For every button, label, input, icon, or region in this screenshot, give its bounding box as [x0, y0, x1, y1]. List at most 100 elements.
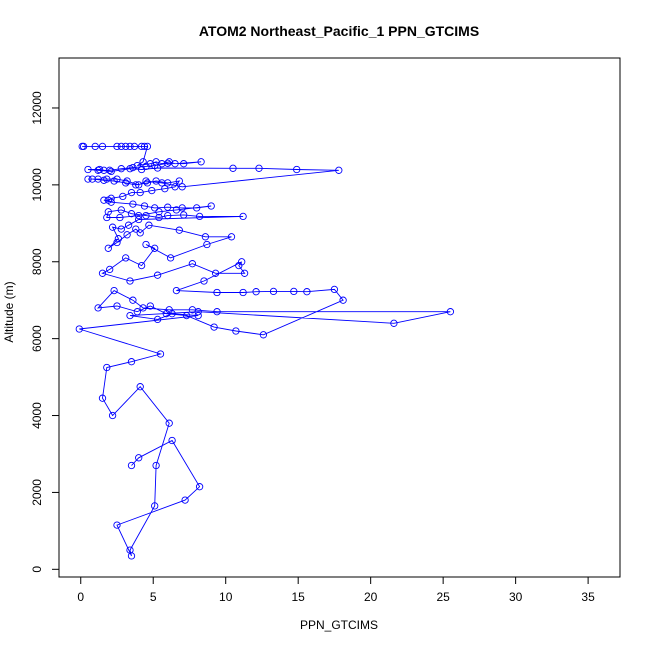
data-point — [339, 296, 347, 304]
data-point — [135, 181, 143, 189]
data-point — [175, 226, 183, 234]
data-point — [100, 176, 108, 184]
data-point — [133, 308, 141, 316]
data-point — [136, 188, 144, 197]
data-point — [122, 179, 130, 187]
data-point — [153, 271, 162, 279]
data-point — [106, 166, 114, 174]
data-point — [135, 454, 143, 462]
data-point — [113, 238, 121, 247]
data-point — [227, 233, 236, 241]
data-point — [129, 296, 137, 304]
data-point — [133, 161, 141, 170]
y-tick-label: 12000 — [30, 91, 44, 125]
x-tick-label: 5 — [150, 590, 157, 604]
data-point — [156, 350, 165, 358]
data-point — [94, 304, 102, 312]
data-point — [95, 165, 104, 174]
data-point — [152, 461, 160, 470]
data-point — [113, 142, 121, 151]
data-point — [122, 142, 130, 151]
data-point — [239, 212, 247, 221]
data-point — [122, 254, 130, 262]
data-point — [106, 265, 114, 274]
axes-layer: 0 5 10 15 20 25 30 35 0 2000 4000 6000 8000 10000 1200… — [30, 57, 621, 604]
x-tick-label: 25 — [436, 590, 450, 604]
data-point — [203, 240, 211, 249]
data-point — [155, 208, 163, 216]
data-point — [165, 419, 173, 427]
data-point — [117, 165, 125, 173]
data-point — [117, 206, 125, 214]
data-point — [178, 183, 186, 191]
x-axis-label: PPN_GTCIMS — [300, 618, 378, 632]
data-point — [210, 323, 218, 331]
data-point — [140, 202, 149, 210]
y-tick-label: 4000 — [30, 402, 44, 429]
plot-layer — [75, 142, 455, 560]
data-point — [194, 308, 202, 316]
data-point — [143, 142, 152, 151]
data-point — [117, 225, 125, 233]
data-point — [100, 196, 108, 204]
data-point — [213, 308, 221, 316]
y-tick-label: 10000 — [30, 168, 44, 202]
data-point — [137, 142, 146, 151]
data-point — [172, 286, 181, 295]
data-point — [124, 221, 133, 229]
data-point — [335, 166, 343, 174]
data-point — [127, 358, 136, 366]
data-point — [168, 310, 176, 318]
data-point — [88, 175, 96, 183]
data-point — [194, 311, 202, 320]
data-point — [132, 225, 140, 233]
data-point — [303, 288, 311, 296]
data-point — [269, 287, 278, 296]
data-point — [207, 202, 215, 210]
y-tick-label: 6000 — [30, 325, 44, 352]
data-point — [164, 179, 172, 187]
data-point — [84, 175, 92, 183]
y-tick-label: 2000 — [30, 479, 44, 506]
data-point — [127, 210, 136, 218]
data-point — [137, 261, 146, 270]
data-point — [135, 211, 143, 220]
data-point — [145, 221, 153, 229]
data-point — [123, 177, 131, 185]
data-point — [175, 177, 183, 185]
data-point — [164, 211, 172, 220]
data-point — [107, 198, 115, 206]
data-point — [114, 235, 123, 243]
data-point — [127, 461, 136, 470]
data-point — [126, 142, 134, 151]
data-point — [108, 411, 117, 420]
data-point — [232, 327, 240, 335]
data-point — [107, 167, 115, 176]
data-point — [98, 394, 107, 402]
data-point — [193, 204, 201, 212]
x-tick-label: 10 — [219, 590, 233, 604]
x-tick-label: 30 — [509, 590, 523, 604]
data-point — [123, 231, 131, 239]
data-point — [91, 142, 99, 151]
data-point — [126, 277, 134, 285]
data-point — [110, 286, 118, 295]
data-point — [188, 260, 197, 268]
data-point — [75, 325, 83, 333]
data-point — [136, 229, 144, 237]
data-point — [113, 302, 121, 310]
data-point — [259, 331, 268, 339]
data-point — [155, 213, 163, 222]
data-point — [151, 204, 159, 212]
y-axis-label: Altitude (m) — [2, 281, 16, 342]
data-point — [148, 186, 156, 195]
x-tick-label: 20 — [364, 590, 378, 604]
data-point — [94, 166, 102, 174]
data-point — [195, 483, 204, 491]
data-point — [79, 142, 88, 151]
data-point — [108, 223, 117, 231]
data-point — [166, 254, 175, 262]
data-point — [139, 304, 147, 312]
data-point — [158, 160, 166, 168]
